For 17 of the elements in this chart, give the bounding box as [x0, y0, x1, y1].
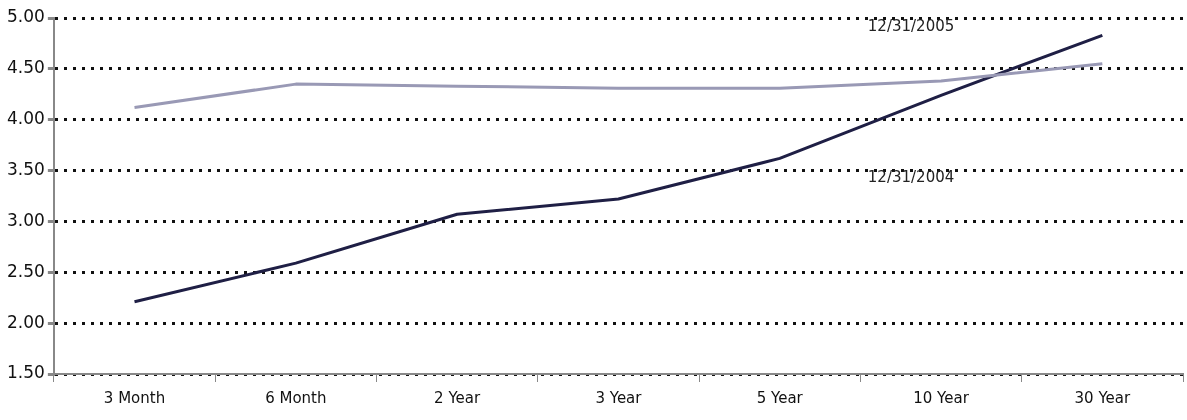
x-tick-label: 10 Year — [913, 388, 970, 407]
y-tick-label: 4.50 — [6, 57, 45, 78]
x-tick-label: 3 Month — [103, 388, 166, 407]
y-tick-label: 4.00 — [6, 108, 45, 129]
x-tick-label: 30 Year — [1074, 388, 1131, 407]
y-tick-label: 3.50 — [6, 158, 45, 179]
x-tick-label: 3 Year — [595, 388, 643, 407]
text: 12/31/2005 — [867, 17, 955, 36]
x-tick-label: 5 Year — [756, 388, 804, 407]
y-tick-label: 2.50 — [6, 260, 45, 281]
y-tick-label: 5.00 — [6, 6, 45, 27]
x-tick-label: 6 Month — [265, 388, 327, 407]
text: 12/31/2004 — [867, 167, 955, 186]
y-tick-label: 2.00 — [6, 311, 45, 332]
y-tick-label: 3.00 — [6, 209, 45, 230]
y-tick-label: 1.50 — [6, 362, 45, 383]
x-tick-label: 2 Year — [434, 388, 481, 407]
